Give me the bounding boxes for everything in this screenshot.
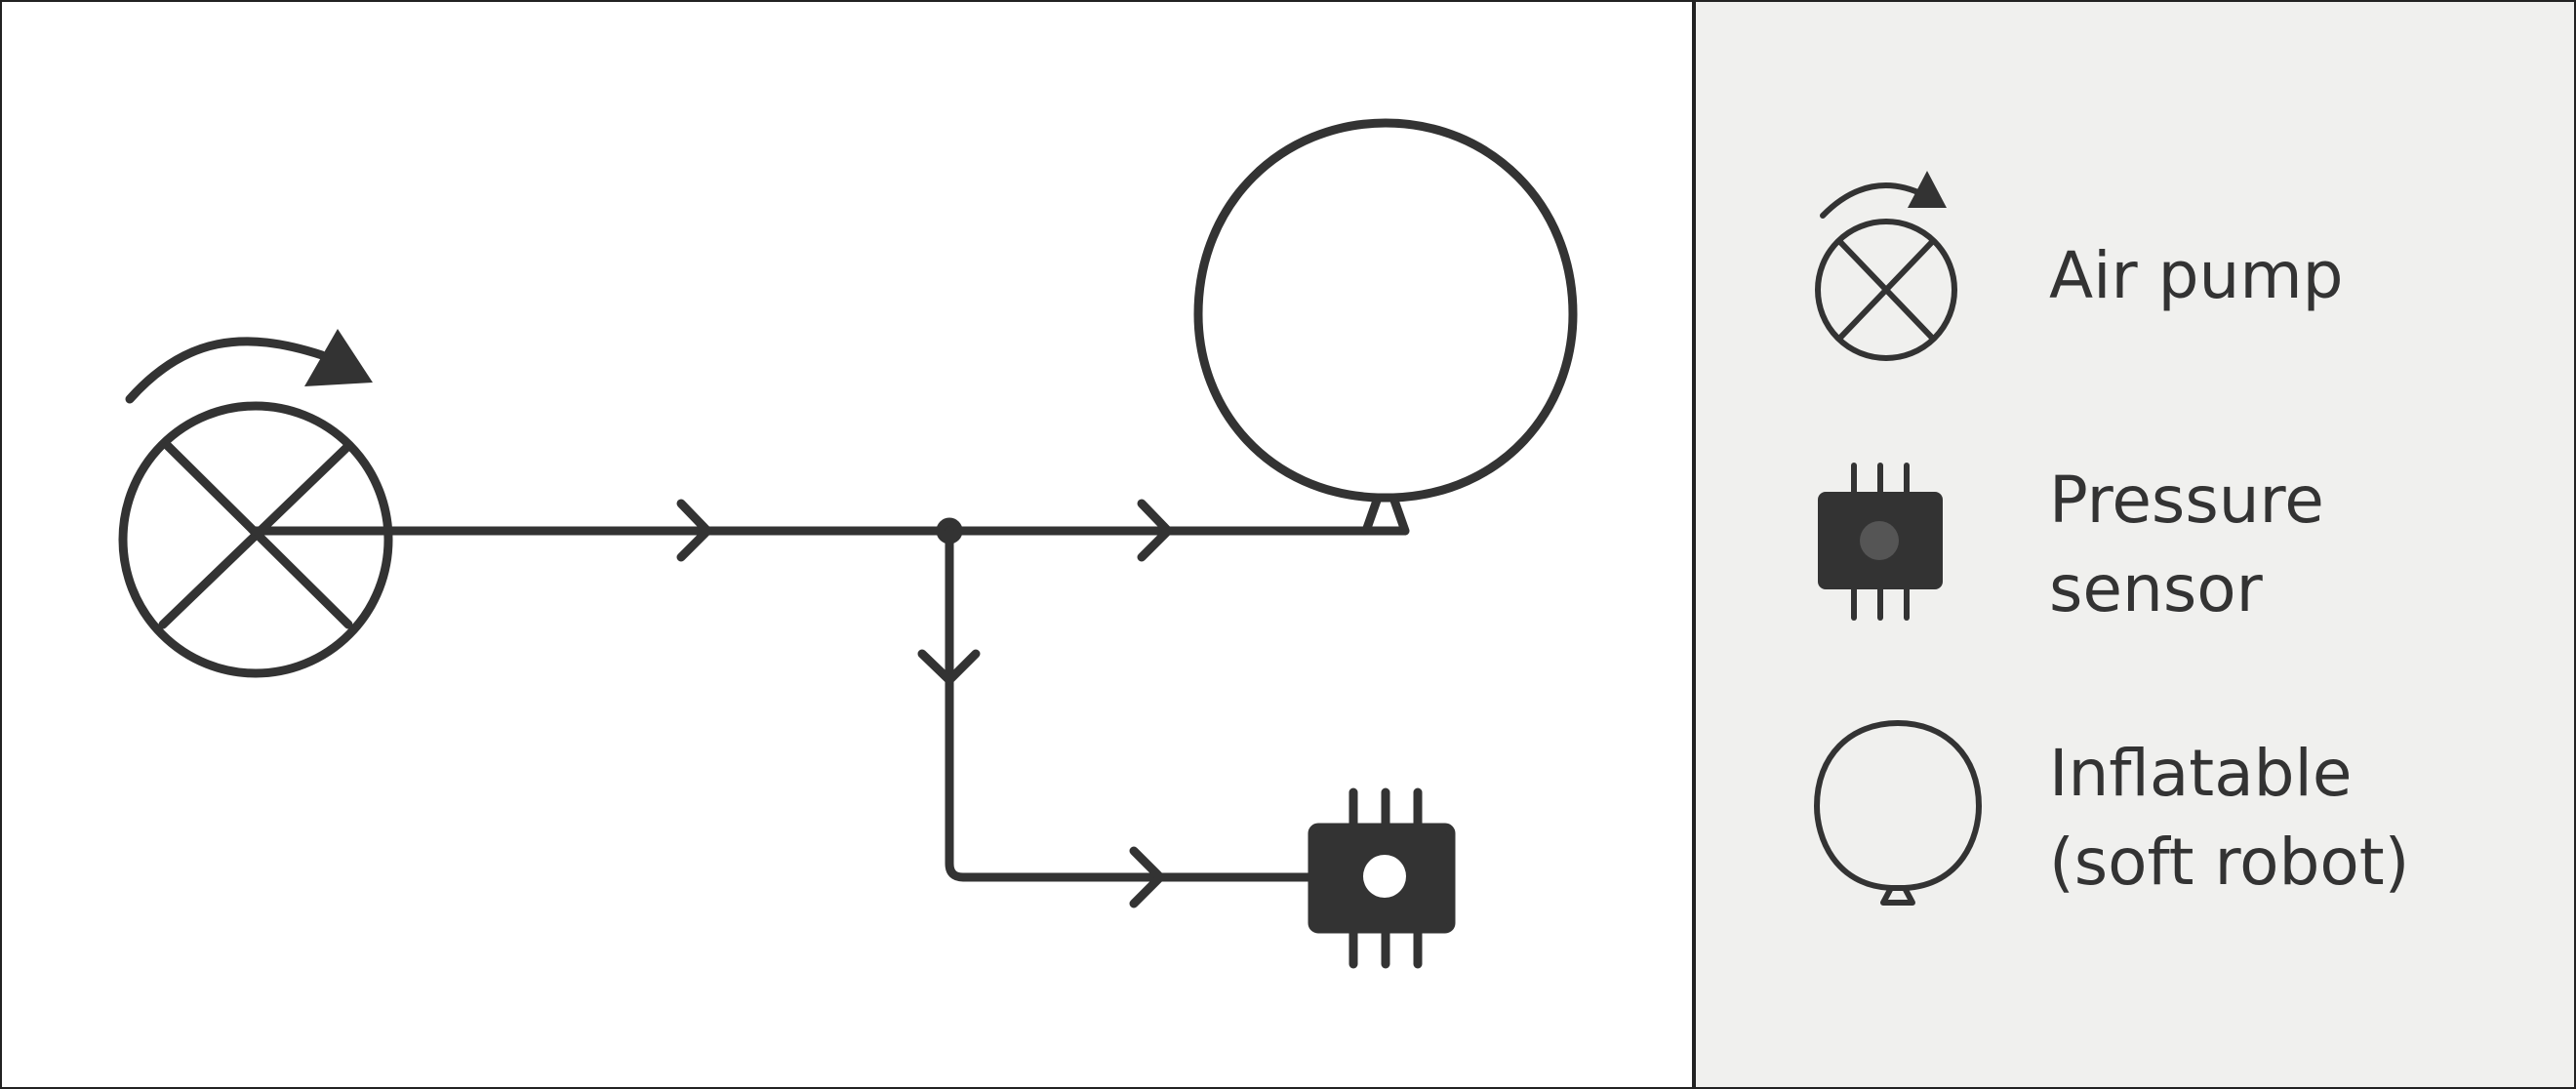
legend-label-line: Pressure bbox=[2049, 463, 2324, 538]
legend-label-air-pump: Air pump bbox=[2049, 238, 2344, 313]
flow-arrow bbox=[1137, 499, 1173, 562]
flow-arrow bbox=[676, 499, 712, 562]
inflatable-icon bbox=[1193, 118, 1578, 536]
flow-arrow bbox=[1129, 846, 1165, 908]
legend-pressure-sensor-icon bbox=[1818, 463, 1943, 621]
legend-label-pressure-sensor: Pressure sensor bbox=[2049, 463, 2345, 626]
flow-arrow bbox=[917, 649, 981, 685]
legend-inflatable-icon bbox=[1814, 720, 1982, 906]
legend-list: Air pump Pressure sensor Inflatable (sof… bbox=[2049, 238, 2409, 900]
legend-label-inflatable: Inflatable (soft robot) bbox=[2049, 736, 2409, 900]
legend-label-line: Inflatable bbox=[2049, 736, 2352, 811]
legend-label-line: (soft robot) bbox=[2049, 825, 2409, 900]
legend-label-line: sensor bbox=[2049, 551, 2264, 626]
tube-junction-to-sensor bbox=[945, 526, 1319, 882]
legend-air-pump-icon bbox=[1815, 171, 1957, 361]
pressure-sensor-icon bbox=[1308, 787, 1456, 969]
